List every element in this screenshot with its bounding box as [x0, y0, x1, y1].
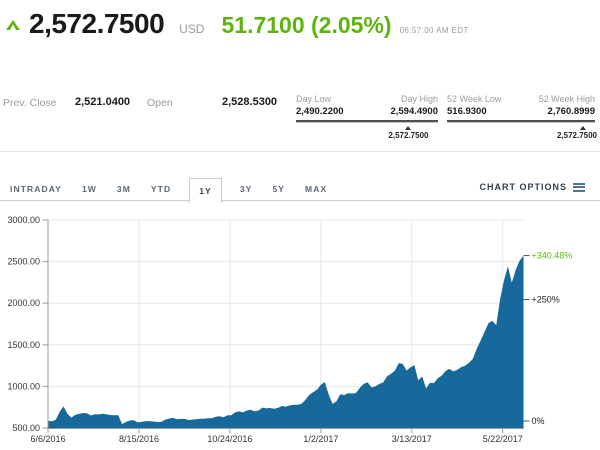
tab-5y[interactable]: 5Y: [270, 178, 287, 200]
x-axis-tick-label: 5/22/2017: [483, 434, 523, 444]
current-price: 2,572.7500: [29, 8, 165, 39]
week52-low-label: 52 Week Low: [447, 94, 502, 104]
y-axis-tick-label: 2000.00: [7, 298, 40, 308]
chart-options-button[interactable]: CHART OPTIONS: [479, 182, 585, 192]
percent-annotation: +250%: [532, 295, 560, 305]
tabbar-underline: [0, 200, 600, 201]
chart-range-tabbar: INTRADAY 1W 3M YTD 1Y 3Y 5Y MAX CHART OPTIONS: [0, 178, 600, 205]
day-range-marker-icon: [405, 126, 412, 130]
day-high-label: Day High: [400, 94, 438, 104]
percent-annotation: 0%: [532, 416, 545, 426]
chart-options-label: CHART OPTIONS: [479, 182, 567, 192]
week52-range-marker-icon: [579, 126, 586, 130]
x-axis-tick-label: 3/13/2017: [392, 434, 432, 444]
day-range-widget: Day Low Day High 2,490.2200 2,594.4900 2…: [296, 92, 438, 140]
price-up-arrow-icon: [6, 20, 20, 30]
open-label: Open: [147, 97, 173, 109]
week52-range-marker-value: 2,572.7500: [556, 131, 597, 140]
open-value: 2,528.5300: [222, 96, 278, 108]
week52-high-value: 2,760.8999: [547, 106, 595, 117]
week52-low-value: 516.9300: [447, 106, 487, 117]
x-axis-tick-label: 1/2/2017: [303, 434, 338, 444]
prev-close-value: 2,521.0400: [75, 96, 131, 108]
day-high-value: 2,594.4900: [390, 106, 438, 117]
range-tabs: INTRADAY 1W 3M YTD 1Y 3Y 5Y MAX: [8, 178, 345, 203]
week52-range-widget: 52 Week Low 52 Week High 516.9300 2,760.…: [447, 92, 597, 140]
price-chart-canvas[interactable]: 3000.00 2500.00 2000.00 1500.00 1000.00 500.0…: [0, 210, 600, 450]
hamburger-menu-icon: [573, 182, 585, 192]
y-axis-tick-label: 2500.00: [7, 257, 40, 267]
tab-3m[interactable]: 3M: [115, 178, 133, 200]
y-axis-tick-label: 3000.00: [7, 215, 40, 225]
day-low-value: 2,490.2200: [296, 106, 344, 117]
tab-1y[interactable]: 1Y: [189, 178, 222, 203]
tab-ytd[interactable]: YTD: [149, 178, 173, 200]
x-axis-tick-label: 8/15/2016: [119, 434, 159, 444]
day-low-label: Day Low: [296, 94, 332, 104]
percent-annotation: +340.48%: [532, 251, 573, 261]
y-axis-tick-label: 1000.00: [7, 381, 40, 391]
x-axis-tick-label: 10/24/2016: [207, 434, 252, 444]
price-chart[interactable]: 3000.00 2500.00 2000.00 1500.00 1000.00 500.0…: [0, 210, 600, 450]
tab-max[interactable]: MAX: [303, 178, 329, 200]
y-axis-tick-label: 1500.00: [7, 340, 40, 350]
tab-3y[interactable]: 3Y: [238, 178, 255, 200]
week52-range-bar: 2,572.7500: [447, 120, 597, 140]
prev-close-label: Prev. Close: [3, 97, 57, 109]
day-range-marker-value: 2,572.7500: [388, 131, 429, 140]
section-divider: [0, 151, 600, 152]
quote-header: 2,572.7500 USD 51.7100 (2.05%) 06:57:00 …: [6, 8, 600, 40]
currency-label: USD: [179, 22, 205, 36]
quote-timestamp: 06:57:00 AM EDT: [399, 26, 469, 35]
x-axis-tick-label: 6/6/2016: [30, 434, 65, 444]
day-range-bar: 2,572.7500: [296, 120, 438, 140]
tab-1w[interactable]: 1W: [80, 178, 99, 200]
price-change: 51.7100 (2.05%): [221, 12, 392, 38]
y-axis-tick-label: 500.00: [12, 423, 40, 433]
quote-stats-row: Prev. Close 2,521.0400 Open 2,528.5300 D…: [0, 92, 600, 140]
week52-high-label: 52 Week High: [538, 94, 595, 104]
price-area-series[interactable]: [48, 255, 524, 429]
tab-intraday[interactable]: INTRADAY: [8, 178, 64, 200]
